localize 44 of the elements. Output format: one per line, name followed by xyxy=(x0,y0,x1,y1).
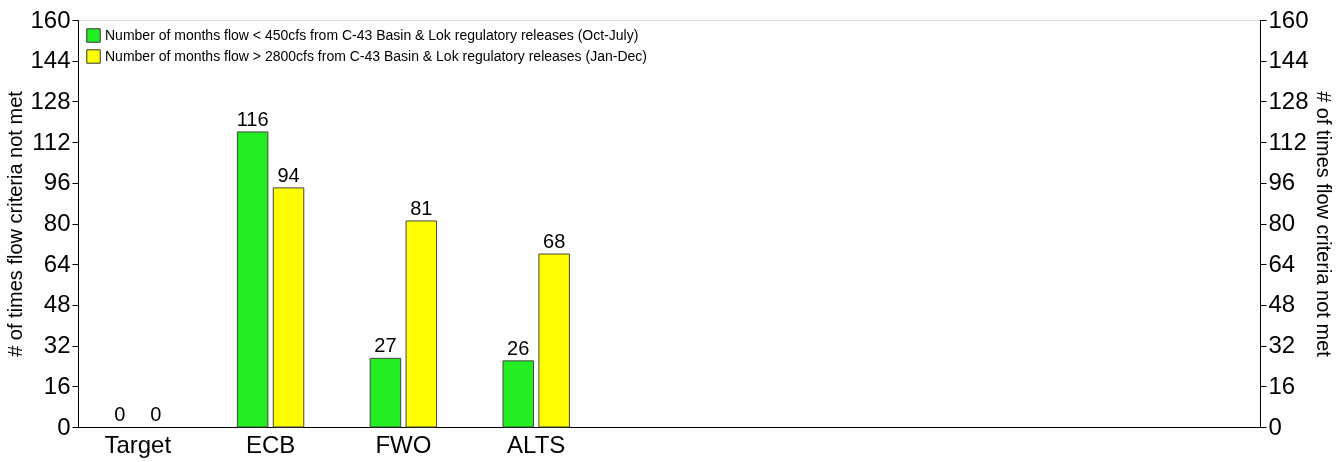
data-label: 94 xyxy=(277,163,300,186)
y-tick-label: 64 xyxy=(43,249,71,277)
y-tick-label: 160 xyxy=(30,5,71,33)
bar xyxy=(405,220,438,428)
x-tick-label: Target xyxy=(104,430,172,458)
y2-tick-label: 96 xyxy=(1268,168,1296,196)
x-tick-label: ALTS xyxy=(507,430,566,458)
legend-label: Number of months flow < 450cfs from C-43 Basin & Lok regulatory releases (Oct-July) xyxy=(105,26,639,43)
data-label: 116 xyxy=(236,107,269,130)
y-axis-title: # of times flow criteria not met xyxy=(4,90,27,357)
y2-tick-label: 0 xyxy=(1268,412,1282,440)
y-tick-label: 112 xyxy=(32,127,71,155)
y2-tick-label: 160 xyxy=(1268,5,1309,33)
y2-tick-label: 144 xyxy=(1268,46,1309,74)
data-label: 68 xyxy=(543,230,566,253)
y2-tick-label: 128 xyxy=(1268,86,1309,114)
y-tick-label: 16 xyxy=(43,371,71,399)
x-tick-label: ECB xyxy=(245,430,296,458)
y2-axis-title: # of times flow criteria not met xyxy=(1312,91,1335,358)
y-tick-label: 0 xyxy=(57,412,71,440)
legend-label: Number of months flow > 2800cfs from C-43 Basin & Lok regulatory releases (Jan-Dec) xyxy=(105,47,647,64)
data-label: 27 xyxy=(374,334,397,357)
y-tick-label: 144 xyxy=(30,46,71,74)
y2-tick-label: 80 xyxy=(1268,209,1296,236)
data-label: 81 xyxy=(410,196,433,219)
y2-tick-label: 32 xyxy=(1268,331,1296,359)
y-tick-label: 128 xyxy=(30,86,71,114)
data-label: 0 xyxy=(114,403,126,425)
bar xyxy=(502,360,534,428)
data-label: 26 xyxy=(507,336,530,359)
y-tick-label: 48 xyxy=(43,290,71,318)
y-tick-label: 80 xyxy=(43,209,71,236)
y2-tick-label: 48 xyxy=(1268,290,1296,318)
bar xyxy=(236,131,269,428)
y-tick-label: 96 xyxy=(43,168,71,196)
bar xyxy=(538,253,570,428)
y-tick-label: 32 xyxy=(43,331,71,359)
bar xyxy=(272,187,305,428)
y2-tick-label: 64 xyxy=(1268,249,1296,277)
y2-tick-label: 16 xyxy=(1268,371,1296,399)
data-label: 0 xyxy=(150,403,162,425)
x-tick-label: FWO xyxy=(375,430,432,458)
y2-tick-label: 112 xyxy=(1268,127,1307,155)
bar xyxy=(369,357,402,428)
